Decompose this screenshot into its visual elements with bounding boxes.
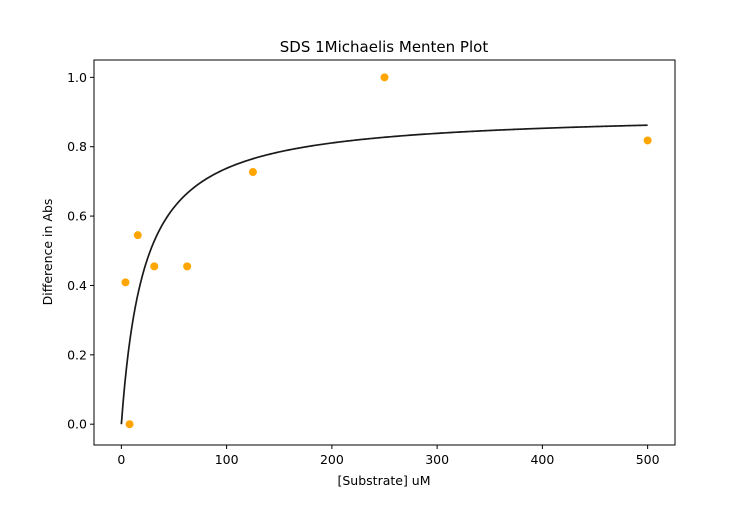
data-point — [380, 73, 389, 82]
y-axis: 0.0 0.2 0.4 0.6 0.8 1.0 — [67, 70, 94, 432]
y-tick-label: 0.4 — [67, 278, 87, 293]
data-point — [248, 168, 257, 177]
data-point — [125, 420, 134, 429]
y-tick-label: 1.0 — [67, 70, 87, 85]
x-axis-label: [Substrate] uM — [337, 473, 430, 488]
plot-area — [120, 73, 652, 429]
fit-curve-line — [120, 124, 648, 425]
data-point — [150, 262, 159, 271]
y-tick-label: 0.2 — [67, 347, 87, 362]
x-tick-label: 100 — [215, 452, 239, 467]
x-tick-label: 200 — [320, 452, 344, 467]
y-axis-label: Difference in Abs — [40, 199, 55, 306]
x-tick-label: 300 — [425, 452, 449, 467]
x-tick-label: 500 — [636, 452, 660, 467]
data-point — [183, 262, 192, 271]
data-point — [121, 278, 130, 287]
data-point — [643, 136, 652, 145]
x-tick-label: 400 — [530, 452, 554, 467]
plot-frame — [93, 59, 676, 446]
chart-title: SDS 1Michaelis Menten Plot — [280, 38, 489, 56]
x-axis: 0 100 200 300 400 500 — [117, 445, 660, 467]
y-tick-label: 0.8 — [67, 139, 87, 154]
x-tick-label: 0 — [117, 452, 125, 467]
y-tick-label: 0.6 — [67, 209, 87, 224]
y-tick-label: 0.0 — [67, 417, 87, 432]
data-point — [133, 231, 142, 240]
